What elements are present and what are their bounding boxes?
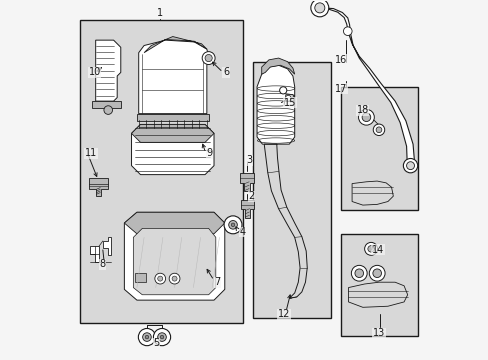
Circle shape bbox=[228, 221, 237, 229]
Text: 4: 4 bbox=[239, 227, 245, 237]
Polygon shape bbox=[285, 95, 294, 101]
Polygon shape bbox=[92, 101, 121, 108]
Polygon shape bbox=[124, 212, 224, 300]
Polygon shape bbox=[135, 273, 145, 282]
Circle shape bbox=[204, 54, 212, 62]
Bar bbox=[253, 62, 330, 318]
Polygon shape bbox=[133, 228, 215, 295]
Circle shape bbox=[279, 87, 286, 94]
Text: 8: 8 bbox=[100, 259, 106, 269]
Polygon shape bbox=[316, 8, 414, 166]
Circle shape bbox=[362, 113, 370, 122]
Circle shape bbox=[172, 276, 177, 281]
Circle shape bbox=[372, 269, 381, 278]
Polygon shape bbox=[348, 282, 407, 307]
Circle shape bbox=[403, 158, 417, 173]
Bar bbox=[80, 21, 242, 323]
Polygon shape bbox=[102, 237, 111, 255]
Circle shape bbox=[368, 265, 384, 281]
Circle shape bbox=[145, 335, 148, 339]
Polygon shape bbox=[261, 58, 294, 74]
Circle shape bbox=[367, 246, 373, 252]
Bar bbox=[341, 87, 418, 211]
Polygon shape bbox=[131, 125, 214, 175]
Text: 18: 18 bbox=[356, 105, 368, 115]
Polygon shape bbox=[124, 212, 224, 234]
Text: 2: 2 bbox=[247, 191, 254, 201]
Polygon shape bbox=[96, 40, 121, 101]
Circle shape bbox=[142, 333, 151, 341]
Circle shape bbox=[202, 51, 215, 64]
Text: 10: 10 bbox=[88, 67, 101, 77]
Circle shape bbox=[169, 273, 180, 284]
Polygon shape bbox=[139, 40, 208, 114]
Circle shape bbox=[375, 127, 381, 133]
Text: 15: 15 bbox=[284, 98, 296, 108]
Text: 14: 14 bbox=[371, 245, 383, 255]
Circle shape bbox=[224, 216, 242, 234]
Circle shape bbox=[104, 106, 112, 114]
Circle shape bbox=[160, 335, 163, 339]
Circle shape bbox=[158, 333, 166, 341]
Text: 3: 3 bbox=[246, 155, 252, 165]
Text: 17: 17 bbox=[334, 84, 347, 94]
Polygon shape bbox=[241, 200, 253, 218]
Polygon shape bbox=[351, 181, 392, 205]
Text: 12: 12 bbox=[277, 310, 289, 319]
Polygon shape bbox=[89, 246, 99, 262]
Text: 6: 6 bbox=[223, 67, 229, 77]
Text: 9: 9 bbox=[206, 148, 213, 158]
Polygon shape bbox=[257, 65, 294, 144]
Text: 7: 7 bbox=[214, 277, 220, 287]
Text: 13: 13 bbox=[372, 328, 385, 338]
Circle shape bbox=[231, 223, 234, 226]
Text: 5: 5 bbox=[153, 338, 160, 348]
Polygon shape bbox=[137, 114, 208, 121]
Circle shape bbox=[310, 0, 328, 17]
Bar bbox=[341, 234, 418, 336]
Circle shape bbox=[364, 242, 377, 255]
Polygon shape bbox=[264, 144, 306, 298]
Text: 16: 16 bbox=[334, 55, 347, 65]
Circle shape bbox=[138, 328, 155, 346]
Polygon shape bbox=[131, 125, 214, 142]
Circle shape bbox=[358, 109, 373, 125]
Circle shape bbox=[351, 265, 366, 281]
Circle shape bbox=[314, 3, 324, 13]
Circle shape bbox=[372, 124, 384, 135]
Text: 1: 1 bbox=[157, 8, 163, 18]
Polygon shape bbox=[88, 178, 108, 196]
Polygon shape bbox=[240, 173, 253, 192]
Circle shape bbox=[155, 273, 165, 284]
Polygon shape bbox=[144, 37, 206, 53]
Circle shape bbox=[158, 276, 163, 281]
Circle shape bbox=[285, 95, 290, 101]
Circle shape bbox=[153, 328, 170, 346]
Circle shape bbox=[354, 269, 363, 278]
Text: 11: 11 bbox=[85, 148, 97, 158]
Circle shape bbox=[406, 162, 414, 170]
Circle shape bbox=[343, 27, 351, 36]
